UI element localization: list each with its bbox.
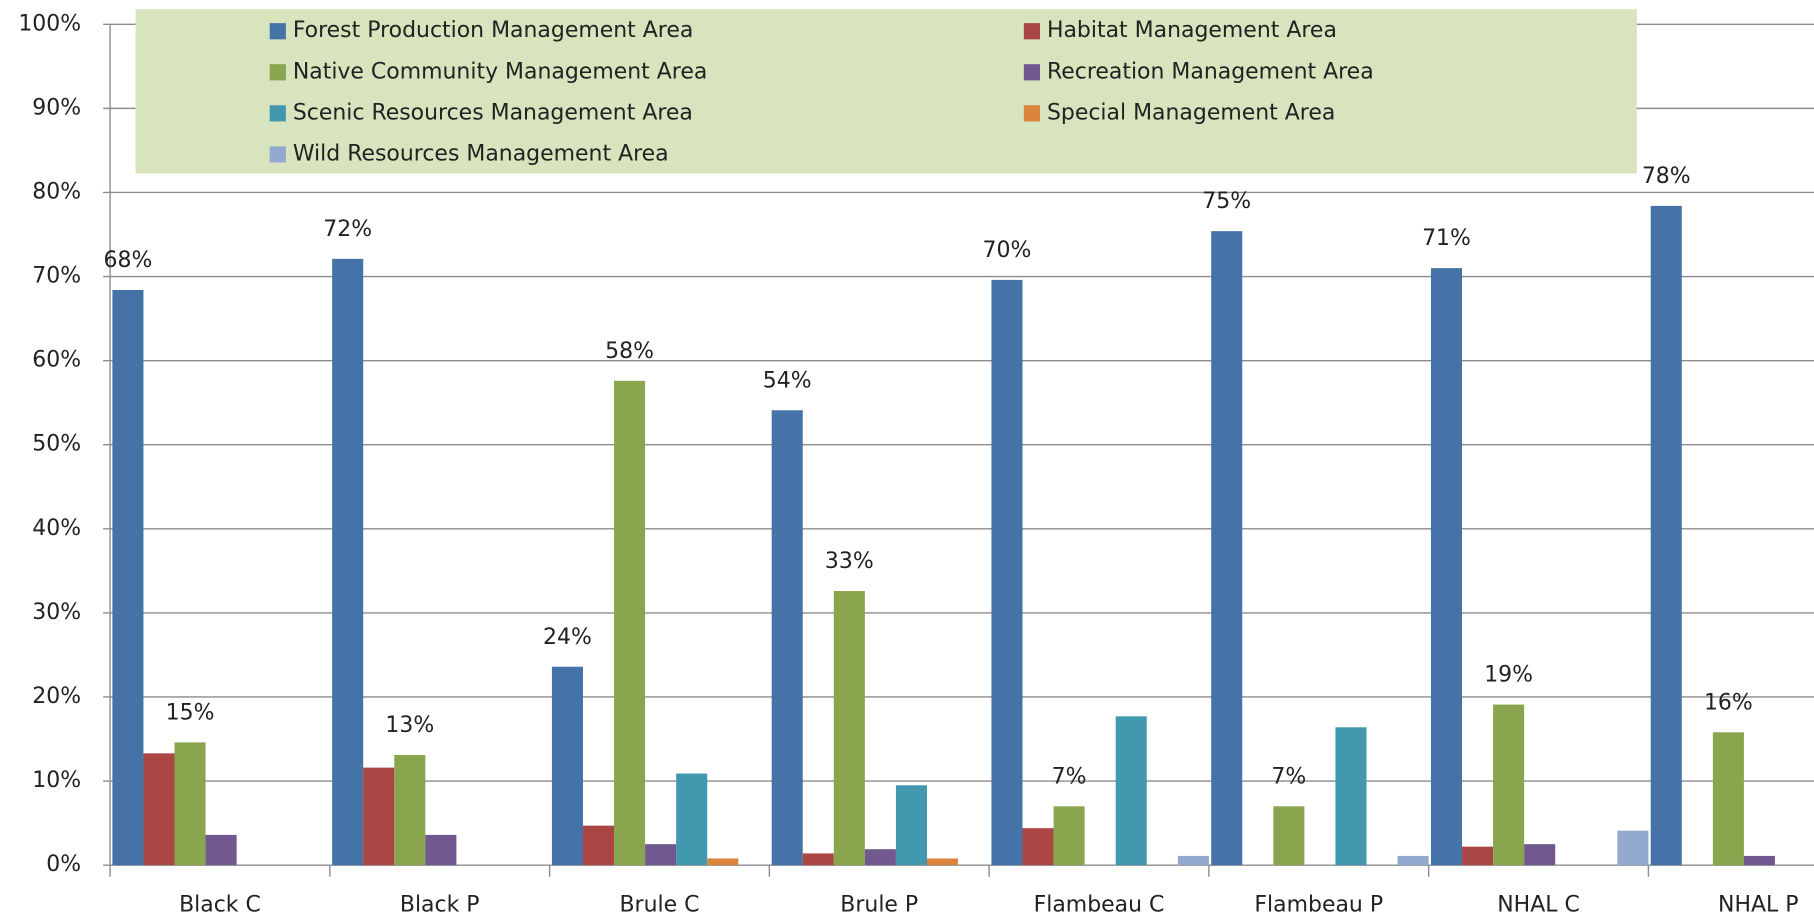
bar: [582, 825, 615, 866]
value-label: 24%: [543, 625, 592, 650]
x-tick-label: Brule C: [619, 893, 699, 918]
y-tick-label: 90%: [32, 95, 81, 120]
x-tick-label: NHAL C: [1497, 893, 1580, 918]
bar: [205, 834, 237, 866]
legend-label: Special Management Area: [1047, 100, 1335, 125]
value-label: 58%: [605, 339, 654, 364]
legend-label: Forest Production Management Area: [293, 18, 694, 43]
bar: [1430, 268, 1463, 866]
legend-swatch: [269, 23, 286, 40]
bars: [112, 205, 1775, 866]
value-label: 13%: [385, 713, 434, 738]
y-tick-label: 30%: [32, 600, 81, 625]
value-label: 7%: [1271, 764, 1306, 789]
bar: [676, 773, 708, 866]
bar: [614, 380, 646, 866]
bar: [425, 834, 457, 866]
bar: [991, 279, 1023, 866]
bar: [645, 844, 677, 866]
bar: [1177, 855, 1209, 866]
legend-swatch: [269, 105, 286, 122]
bar: [112, 290, 144, 866]
bar: [1335, 727, 1367, 866]
bar: [1743, 855, 1775, 866]
bar: [551, 666, 583, 866]
bar: [1650, 205, 1682, 866]
y-tick-label: 100%: [18, 11, 81, 36]
bar: [1524, 844, 1556, 866]
legend-swatch: [269, 64, 286, 81]
x-tick-label: Flambeau C: [1034, 893, 1165, 918]
bar: [1397, 855, 1429, 866]
labels: 0% 10% 20% 30% 40% 50% 60% 70% 80% 90% 100% Black C…: [18, 11, 1798, 917]
bar: [833, 591, 865, 866]
value-label: 78%: [1642, 164, 1691, 189]
value-label: 71%: [1422, 226, 1471, 251]
value-label: 75%: [1202, 189, 1251, 214]
legend-swatch: [1023, 64, 1041, 81]
value-label: 7%: [1052, 764, 1087, 789]
bar: [802, 853, 834, 866]
value-label: 70%: [983, 238, 1032, 263]
bar: [864, 849, 896, 866]
y-tick-label: 80%: [32, 179, 81, 204]
legend-label: Habitat Management Area: [1047, 18, 1337, 43]
bar: [1211, 231, 1243, 866]
value-label: 19%: [1484, 663, 1533, 688]
y-tick-label: 70%: [32, 264, 81, 289]
x-tick-label: Brule P: [840, 893, 918, 918]
bar: [332, 258, 364, 866]
value-label: 68%: [103, 248, 152, 273]
x-tick-label: NHAL P: [1718, 893, 1798, 918]
bar: [363, 767, 395, 866]
y-tick-label: 20%: [32, 684, 81, 709]
value-label: 54%: [763, 368, 812, 393]
bar: [1273, 806, 1305, 866]
x-tick-label: Black C: [179, 893, 261, 918]
y-tick-label: 60%: [32, 348, 81, 373]
bar: [1115, 716, 1147, 866]
value-label: 16%: [1704, 690, 1753, 715]
bar: [926, 858, 959, 866]
legend-label: Scenic Resources Management Area: [293, 100, 693, 125]
legend-swatch: [269, 146, 286, 163]
bar: [143, 753, 175, 866]
legend: Forest Production Management Area Habitat…: [269, 18, 1374, 166]
legend-swatch: [1023, 23, 1041, 40]
bar: [1712, 732, 1744, 866]
value-label: 33%: [825, 549, 874, 574]
bar: [771, 410, 803, 866]
x-tick-label: Black P: [400, 893, 480, 918]
legend-swatch: [1023, 105, 1041, 122]
bar: [1022, 828, 1054, 866]
value-label: 15%: [166, 700, 215, 725]
bar: [174, 742, 206, 866]
bar: [895, 785, 927, 866]
bar: [1493, 704, 1525, 866]
y-tick-label: 50%: [32, 432, 81, 457]
y-tick-label: 40%: [32, 516, 81, 541]
bar: [394, 755, 426, 866]
legend-label: Recreation Management Area: [1047, 59, 1374, 84]
value-label: 72%: [323, 217, 372, 242]
legend-label: Native Community Management Area: [293, 59, 708, 84]
legend-label: Wild Resources Management Area: [293, 141, 669, 166]
bar: [1462, 846, 1494, 866]
y-tick-label: 10%: [32, 768, 81, 793]
x-tick-label: Flambeau P: [1254, 893, 1383, 918]
bar: [1053, 806, 1085, 866]
y-tick-label: 0%: [46, 852, 81, 877]
bar: [1617, 830, 1649, 866]
legend-box: [135, 9, 1637, 174]
bar: [707, 858, 739, 866]
